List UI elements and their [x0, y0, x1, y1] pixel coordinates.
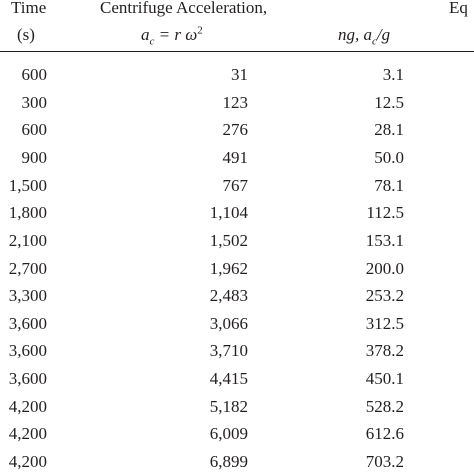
table-cell: 3.1 [382, 65, 404, 84]
table-cell: 6,009 [209, 424, 248, 444]
table-cell: 300 [21, 92, 48, 112]
formula-part: = r ω [154, 25, 198, 44]
table-cell: 78.1 [374, 175, 404, 195]
table-cell: 4,200 [8, 396, 47, 416]
table-cell: 28.1 [374, 120, 404, 140]
table-cell: 276 [222, 120, 249, 140]
table-cell: 600 [21, 65, 48, 84]
table-cell: 312.5 [365, 313, 404, 333]
table-cell: 4,415 [209, 369, 248, 389]
table-cell: 50.0 [374, 147, 404, 167]
table-cell: 3,710 [209, 341, 248, 361]
table-cell: 3,600 [8, 313, 47, 333]
table-cell: 1,962 [209, 258, 248, 278]
table-cell: 900 [21, 147, 48, 167]
table-cell: 1,500 [8, 175, 47, 195]
ng-sub: c [372, 35, 377, 48]
table-cell: 767 [222, 175, 249, 195]
table-cell: 2,483 [209, 286, 248, 306]
table-cell: 528.2 [365, 396, 404, 416]
table-cell: 1,800 [8, 203, 47, 223]
header-time: Time [11, 0, 47, 17]
header-rule [0, 51, 474, 52]
formula-sub: c [149, 35, 155, 48]
table-cell: 3,600 [8, 369, 47, 389]
formula-sup: 2 [197, 24, 203, 37]
table-cell: 1,502 [209, 230, 248, 250]
table-cell: 3,066 [209, 313, 248, 333]
table-cell: 491 [222, 147, 249, 167]
header-accel-formula: ac = r ω2 [141, 24, 203, 48]
ng-part: /g [376, 25, 391, 44]
table-cell: 112.5 [366, 203, 404, 223]
table-cell: 2,100 [8, 230, 47, 250]
header-time-unit: (s) [17, 25, 35, 44]
table-cell: 4,200 [8, 452, 47, 471]
formula-part: a [141, 25, 150, 44]
table-cell: 703.2 [365, 452, 404, 471]
ng-part: ng, a [338, 25, 372, 44]
table-cell: 612.6 [365, 424, 404, 444]
table-cell: 1,104 [209, 203, 248, 223]
table-cell: 31 [231, 65, 248, 84]
table-cell: 3,600 [8, 341, 47, 361]
header-eq: Eq [449, 0, 468, 17]
table-cell: 2,700 [8, 258, 47, 278]
table-cell: 4,200 [8, 424, 47, 444]
table-cell: 253.2 [365, 286, 404, 306]
table-cell: 200.0 [365, 258, 404, 278]
table-cell: 6,899 [209, 452, 248, 471]
table-cell: 12.5 [374, 92, 404, 112]
header-ng: ng, ac/g [338, 25, 391, 48]
table-cell: 5,182 [209, 396, 248, 416]
table-cell: 123 [222, 92, 249, 112]
table-cell: 600 [21, 120, 48, 140]
table-cell: 378.2 [365, 341, 404, 361]
header-accel: Centrifuge Acceleration, [100, 0, 268, 17]
table-cell: 3,300 [8, 286, 47, 306]
table-cell: 153.1 [365, 230, 404, 250]
table-cell: 450.1 [365, 369, 404, 389]
